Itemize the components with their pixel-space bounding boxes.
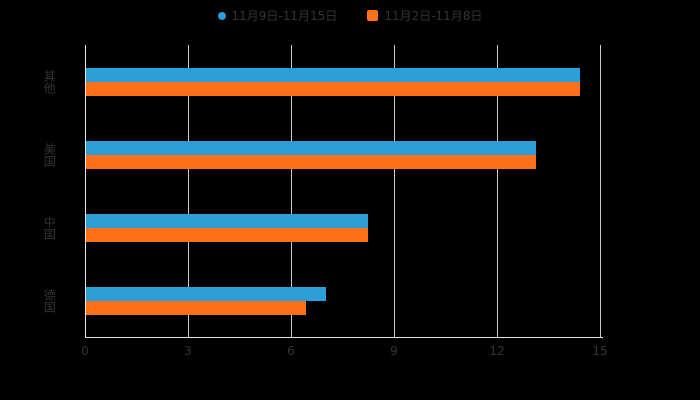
legend: 11月9日-11月15日 11月2日-11月8日 [0,7,700,24]
y-axis-category-label: 中国 [42,215,57,240]
bar-category4-series1[interactable] [86,286,327,301]
x-tick-label: 12 [489,344,505,358]
legend-circle-marker-icon [217,11,226,20]
legend-label: 11月9日-11月15日 [231,9,338,23]
gridline [497,45,498,337]
bar-category2-series2[interactable] [86,154,536,169]
x-tick-label: 9 [390,344,398,358]
legend-label: 11月2日-11月8日 [384,9,483,23]
gridline [394,45,395,337]
bar-category1-series2[interactable] [86,81,581,96]
bar-category2-series1[interactable] [86,140,536,155]
x-tick-label: 15 [592,344,608,358]
bar-category3-series1[interactable] [86,213,368,228]
x-tick-label: 0 [81,344,89,358]
bar-category3-series2[interactable] [86,227,368,242]
y-axis-category-label: 其他 [42,69,57,94]
y-axis-line [85,45,86,338]
legend-square-marker-icon [367,10,379,21]
gridline [291,45,292,337]
gridline [188,45,189,337]
gridline [600,45,601,337]
x-tick-label: 6 [287,344,295,358]
y-axis-category-label: 德国 [42,288,57,313]
bar-category1-series1[interactable] [86,67,581,82]
y-axis-category-label: 美国 [42,142,57,167]
x-axis-line [85,337,603,338]
legend-item[interactable]: 11月2日-11月8日 [367,7,482,24]
bar-category4-series2[interactable] [86,300,306,315]
x-tick-label: 3 [184,344,192,358]
legend-item[interactable]: 11月9日-11月15日 [217,7,338,24]
